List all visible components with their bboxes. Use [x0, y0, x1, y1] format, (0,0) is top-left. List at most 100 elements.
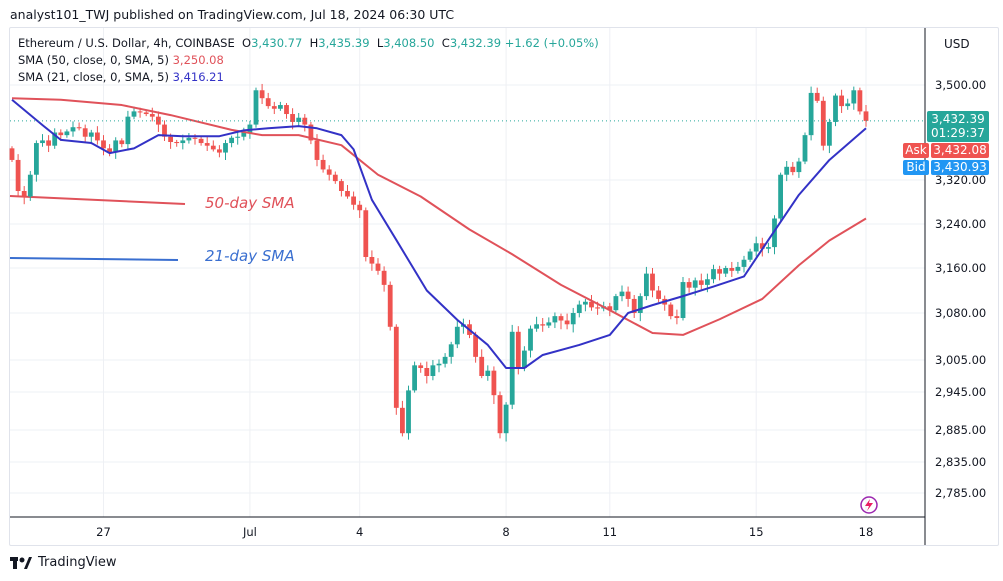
- candle-down: [717, 269, 722, 274]
- candle-up: [747, 251, 753, 260]
- close-value: 3,432.39: [449, 36, 502, 50]
- y-tick-label: 3,005.00: [935, 353, 986, 367]
- candle-up: [680, 282, 686, 319]
- candle-down: [589, 301, 594, 308]
- high-label: H: [309, 36, 319, 50]
- y-tick-label: 2,835.00: [935, 455, 986, 469]
- candle-up: [223, 143, 228, 153]
- sma21-annotation: 21-day SMA: [205, 247, 295, 265]
- sma21-value: 3,416.21: [172, 70, 224, 84]
- candle-up: [296, 117, 302, 122]
- ask-label: Ask: [903, 143, 929, 158]
- sma50-label: SMA (50, close, 0, SMA, 5): [18, 53, 169, 67]
- candle-down: [656, 290, 661, 299]
- candle-down: [558, 316, 564, 321]
- low-label: L: [376, 36, 384, 50]
- lightning-icon: [860, 496, 878, 514]
- candle-down: [284, 105, 289, 115]
- candle-down: [174, 142, 180, 144]
- candle-up: [503, 404, 509, 434]
- sma21-line: [11, 99, 867, 369]
- currency-label[interactable]: USD: [944, 37, 970, 51]
- candle-up: [278, 105, 283, 109]
- candle-up: [534, 324, 539, 329]
- candle-down: [58, 132, 64, 136]
- open-value: 3,430.77: [251, 36, 303, 50]
- candle-up: [711, 269, 716, 280]
- candle-up: [576, 304, 582, 313]
- y-tick-label: 3,500.00: [935, 78, 986, 92]
- candle-down: [515, 331, 521, 368]
- candle-down: [339, 181, 344, 191]
- candle-down: [76, 127, 82, 129]
- candle-up: [186, 137, 192, 141]
- candle-down: [625, 291, 631, 299]
- candle-down: [332, 174, 338, 182]
- candle-down: [418, 365, 424, 368]
- candle-up: [485, 370, 491, 376]
- y-tick-label: 2,885.00: [935, 423, 986, 437]
- x-tick-label: 4: [356, 525, 363, 539]
- candle-down: [393, 326, 399, 408]
- tradingview-logo[interactable]: TradingView: [10, 555, 117, 570]
- candle-down: [729, 268, 735, 271]
- candle-up: [613, 296, 619, 311]
- candle-up: [851, 90, 857, 104]
- low-value: 3,408.50: [383, 36, 435, 50]
- candle-down: [387, 284, 393, 327]
- candle-up: [125, 116, 131, 145]
- candle-down: [863, 111, 869, 121]
- candle-up: [552, 316, 558, 323]
- x-tick-label: 11: [602, 525, 617, 539]
- y-tick-label: 3,240.00: [935, 217, 986, 231]
- y-tick-label: 3,080.00: [935, 306, 986, 320]
- candle-down: [290, 114, 295, 122]
- bar-countdown: 01:29:37: [931, 126, 985, 140]
- candle-down: [375, 263, 381, 271]
- candle-down: [595, 307, 600, 309]
- candle-down: [668, 304, 674, 317]
- bid-price: 3,430.93: [931, 160, 989, 175]
- candle-down: [814, 92, 820, 101]
- candle-up: [808, 92, 814, 136]
- candle-up: [796, 161, 802, 173]
- x-tick-label: Jul: [242, 525, 257, 539]
- ask-price: 3,432.08: [931, 143, 989, 158]
- x-tick-label: 18: [859, 525, 874, 539]
- y-tick-label: 3,160.00: [935, 261, 986, 275]
- candle-down: [198, 138, 204, 144]
- candle-down: [265, 98, 271, 107]
- symbol-label[interactable]: Ethereum / U.S. Dollar, 4h, COINBASE: [18, 36, 235, 50]
- candle-down: [839, 95, 844, 107]
- x-tick-label: 15: [749, 525, 764, 539]
- candle-up: [64, 131, 70, 136]
- candle-down: [82, 128, 88, 137]
- sma21-legend[interactable]: SMA (21, close, 0, SMA, 5) 3,416.21: [18, 69, 599, 86]
- candle-up: [741, 259, 747, 267]
- sma50-annotation-line: [9, 195, 186, 205]
- candle-down: [424, 368, 430, 376]
- candle-down: [210, 145, 216, 150]
- candle-down: [302, 117, 308, 125]
- candle-down: [259, 90, 265, 99]
- candle-up: [522, 350, 527, 368]
- candle-down: [9, 148, 15, 160]
- published-header: analyst101_TWJ published on TradingView.…: [10, 7, 455, 22]
- candle-down: [95, 132, 100, 141]
- candle-down: [326, 169, 332, 175]
- candle-down: [357, 204, 363, 211]
- candle-up: [784, 166, 790, 175]
- x-tick-label: 8: [502, 525, 509, 539]
- candle-down: [369, 257, 375, 264]
- candle-down: [143, 112, 149, 115]
- candle-down: [759, 243, 765, 249]
- brand-name: TradingView: [38, 555, 117, 570]
- candle-up: [406, 390, 411, 434]
- bid-label: Bid: [903, 160, 929, 175]
- sma50-legend[interactable]: SMA (50, close, 0, SMA, 5) 3,250.08: [18, 52, 599, 69]
- candle-up: [570, 313, 576, 325]
- candle-up: [827, 121, 832, 146]
- candle-up: [448, 344, 454, 357]
- y-tick-label: 3,320.00: [935, 173, 986, 187]
